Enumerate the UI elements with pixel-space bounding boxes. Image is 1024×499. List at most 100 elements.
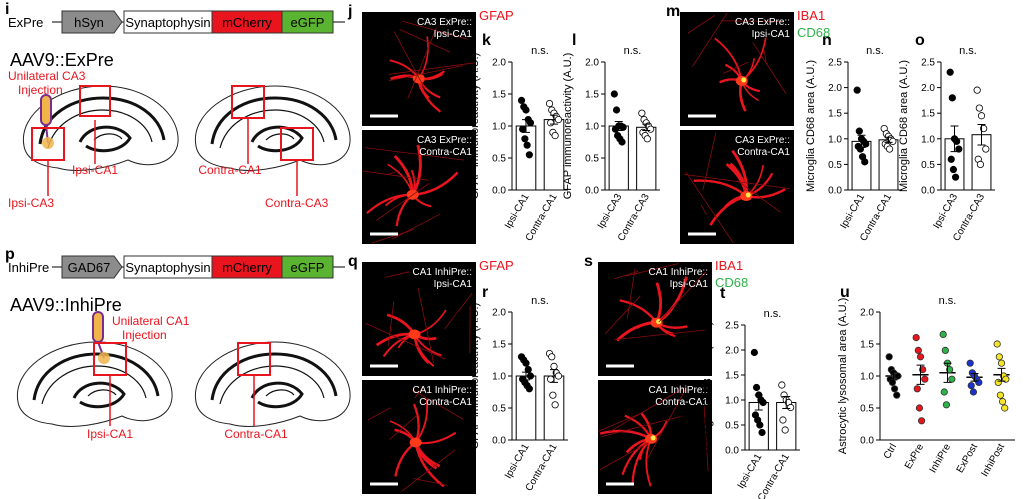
data-point [955, 145, 963, 153]
data-point [948, 94, 956, 102]
hippocampus-outline [22, 85, 179, 171]
background-process [388, 301, 395, 346]
data-point [949, 165, 958, 174]
background-process [367, 407, 391, 421]
data-point [894, 372, 902, 380]
panel-letter: p [5, 246, 15, 263]
background-process [646, 389, 686, 461]
data-point [551, 132, 559, 140]
background-process [401, 449, 456, 492]
injection-syringe [92, 311, 104, 343]
image-label: CA3 ExPre:: [735, 17, 790, 28]
data-point [526, 372, 535, 380]
image-label: Contra-CA1 [655, 397, 708, 408]
y-tick-label: 2.0 [860, 308, 874, 319]
hippocampus-outline [16, 341, 173, 427]
background-process [388, 62, 475, 75]
data-point [759, 398, 767, 407]
y-tick-label: 2.0 [828, 83, 842, 94]
background-process [392, 213, 441, 240]
data-point [554, 372, 563, 380]
dentate-gyrus [250, 381, 304, 409]
construct-part-label: eGFP [291, 15, 325, 30]
ca-layer-inner [219, 365, 325, 405]
micrograph [680, 12, 794, 126]
region-label: Ipsi-CA1 [72, 163, 118, 177]
panel-letter: k [482, 32, 491, 49]
data-point [619, 123, 627, 131]
construct-part [281, 255, 334, 279]
data-point [942, 401, 951, 409]
image-label: Ipsi-CA1 [434, 279, 473, 290]
data-point [977, 112, 986, 120]
image-label: Contra-CA1 [737, 147, 790, 158]
panel-letter: q [348, 253, 358, 270]
y-tick-label: 2.5 [725, 321, 739, 332]
y-tick-label: 0.0 [921, 186, 935, 197]
ca-layer [38, 96, 166, 145]
lysosome [741, 77, 747, 83]
data-point [1001, 404, 1009, 412]
image-label: Contra-CA1 [419, 147, 472, 158]
data-point [525, 151, 533, 159]
image-label: CA3 ExPre:: [417, 135, 472, 146]
dentate-inner [87, 389, 117, 397]
ca-layer [32, 352, 160, 401]
panel-letter: j [347, 3, 352, 20]
error-bar [889, 371, 898, 381]
data-point [998, 397, 1007, 406]
data-point [517, 96, 526, 105]
data-point [967, 381, 975, 390]
y-tick-label: 1.0 [860, 372, 874, 383]
background-process [700, 204, 707, 215]
background-process [752, 42, 787, 94]
y-tick-label: 1.0 [585, 122, 599, 133]
background-process [364, 147, 465, 161]
error-bar [977, 123, 986, 146]
injection-site [98, 352, 110, 364]
lysosome [745, 192, 751, 198]
y-axis-label: GFAP immunoreactivity (A.U.) [469, 303, 481, 450]
y-tick-label: 0.5 [921, 160, 935, 171]
data-point [993, 340, 1001, 348]
y-tick-label: 1.0 [921, 134, 935, 145]
data-point [885, 145, 894, 153]
data-point [547, 119, 555, 127]
micrograph [362, 12, 476, 126]
error-bar [642, 123, 651, 131]
promoter-arrow [61, 10, 123, 34]
y-tick-label: 0.0 [585, 186, 599, 197]
virus-title: AAV9::InhiPre [10, 295, 122, 315]
data-point [861, 158, 869, 166]
hippocampus-drawing [194, 341, 351, 427]
background-process [687, 15, 715, 34]
data-point [916, 353, 925, 361]
data-point [545, 100, 554, 108]
significance-label: n.s. [764, 308, 782, 320]
y-tick-label: 0.5 [492, 154, 506, 165]
injection-label: Unilateral CA3 [8, 69, 86, 83]
x-tick-label: Ipsi-CA1 [736, 452, 765, 491]
background-process [385, 271, 410, 278]
data-point [975, 104, 983, 112]
background-process [722, 61, 749, 74]
data-point [890, 385, 899, 393]
region-label: Ipsi-CA1 [87, 427, 133, 441]
data-point [921, 375, 929, 383]
background-process [702, 132, 717, 191]
background-process [388, 65, 463, 82]
background-process [692, 12, 728, 67]
stain-label: CD68 [715, 275, 748, 290]
data-point [941, 346, 949, 354]
data-point [996, 391, 1005, 399]
data-point [912, 333, 920, 342]
data-point [917, 417, 926, 425]
background-process [609, 387, 685, 433]
cell-body [408, 329, 421, 340]
panel-letter: s [584, 253, 593, 270]
data-point [548, 353, 556, 361]
background-process [597, 411, 644, 432]
data-point [551, 401, 559, 409]
